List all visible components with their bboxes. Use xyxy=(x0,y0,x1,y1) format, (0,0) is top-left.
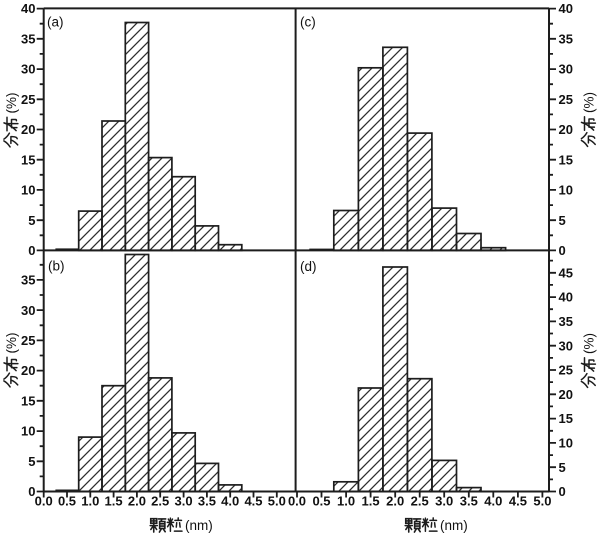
svg-text:5.0: 5.0 xyxy=(533,494,551,509)
svg-text:4.0: 4.0 xyxy=(221,494,239,509)
svg-text:10: 10 xyxy=(21,424,35,439)
svg-text:35: 35 xyxy=(21,273,35,288)
svg-text:30: 30 xyxy=(21,62,35,77)
svg-text:25: 25 xyxy=(559,92,573,107)
svg-text:1.5: 1.5 xyxy=(105,494,123,509)
svg-text:5: 5 xyxy=(28,213,35,228)
svg-text:2.0: 2.0 xyxy=(128,494,146,509)
svg-text:(a): (a) xyxy=(47,15,64,30)
svg-text:(%): (%) xyxy=(582,92,597,113)
svg-text:0.0: 0.0 xyxy=(288,494,306,509)
svg-text:2.5: 2.5 xyxy=(151,494,169,509)
svg-text:5: 5 xyxy=(559,460,566,475)
svg-text:5.0: 5.0 xyxy=(268,494,286,509)
svg-text:10: 10 xyxy=(559,183,573,198)
svg-text:(c): (c) xyxy=(300,15,316,30)
svg-text:3.5: 3.5 xyxy=(460,494,478,509)
svg-text:20: 20 xyxy=(559,122,573,137)
svg-text:(d): (d) xyxy=(300,259,317,274)
svg-text:4.5: 4.5 xyxy=(244,494,262,509)
svg-text:4.0: 4.0 xyxy=(484,494,502,509)
svg-text:2.0: 2.0 xyxy=(386,494,404,509)
svg-text:3.0: 3.0 xyxy=(435,494,453,509)
svg-text:1.5: 1.5 xyxy=(362,494,380,509)
svg-text:(%): (%) xyxy=(4,333,19,354)
svg-text:3.5: 3.5 xyxy=(198,494,216,509)
svg-text:25: 25 xyxy=(21,92,35,107)
svg-text:0: 0 xyxy=(559,484,566,499)
svg-text:20: 20 xyxy=(21,122,35,137)
svg-text:5: 5 xyxy=(559,213,566,228)
svg-text:0: 0 xyxy=(559,243,566,258)
svg-text:25: 25 xyxy=(559,363,573,378)
svg-text:20: 20 xyxy=(559,387,573,402)
svg-text:(b): (b) xyxy=(48,259,65,274)
svg-text:(%): (%) xyxy=(4,93,19,114)
svg-text:1.0: 1.0 xyxy=(81,494,99,509)
svg-text:15: 15 xyxy=(559,411,573,426)
svg-text:15: 15 xyxy=(21,152,35,167)
svg-text:(nm): (nm) xyxy=(440,518,468,533)
svg-text:0: 0 xyxy=(28,243,35,258)
svg-text:1.0: 1.0 xyxy=(337,494,355,509)
svg-text:0.5: 0.5 xyxy=(312,494,330,509)
svg-text:10: 10 xyxy=(21,183,35,198)
svg-text:4.5: 4.5 xyxy=(509,494,527,509)
svg-text:35: 35 xyxy=(559,31,573,46)
svg-text:(%): (%) xyxy=(582,333,597,354)
svg-text:10: 10 xyxy=(559,436,573,451)
svg-text:20: 20 xyxy=(21,363,35,378)
svg-text:30: 30 xyxy=(21,303,35,318)
svg-text:15: 15 xyxy=(21,393,35,408)
svg-text:45: 45 xyxy=(559,265,573,280)
svg-text:40: 40 xyxy=(21,1,35,16)
svg-text:40: 40 xyxy=(559,290,573,305)
svg-text:0.5: 0.5 xyxy=(58,494,76,509)
svg-text:0: 0 xyxy=(28,484,35,499)
svg-text:30: 30 xyxy=(559,338,573,353)
svg-text:3.0: 3.0 xyxy=(175,494,193,509)
svg-text:25: 25 xyxy=(21,333,35,348)
svg-text:0.0: 0.0 xyxy=(35,494,53,509)
svg-text:2.5: 2.5 xyxy=(411,494,429,509)
svg-text:40: 40 xyxy=(559,1,573,16)
svg-text:35: 35 xyxy=(559,314,573,329)
svg-text:15: 15 xyxy=(559,152,573,167)
svg-text:5: 5 xyxy=(28,454,35,469)
svg-text:35: 35 xyxy=(21,31,35,46)
svg-text:(nm): (nm) xyxy=(185,518,213,533)
svg-text:30: 30 xyxy=(559,62,573,77)
